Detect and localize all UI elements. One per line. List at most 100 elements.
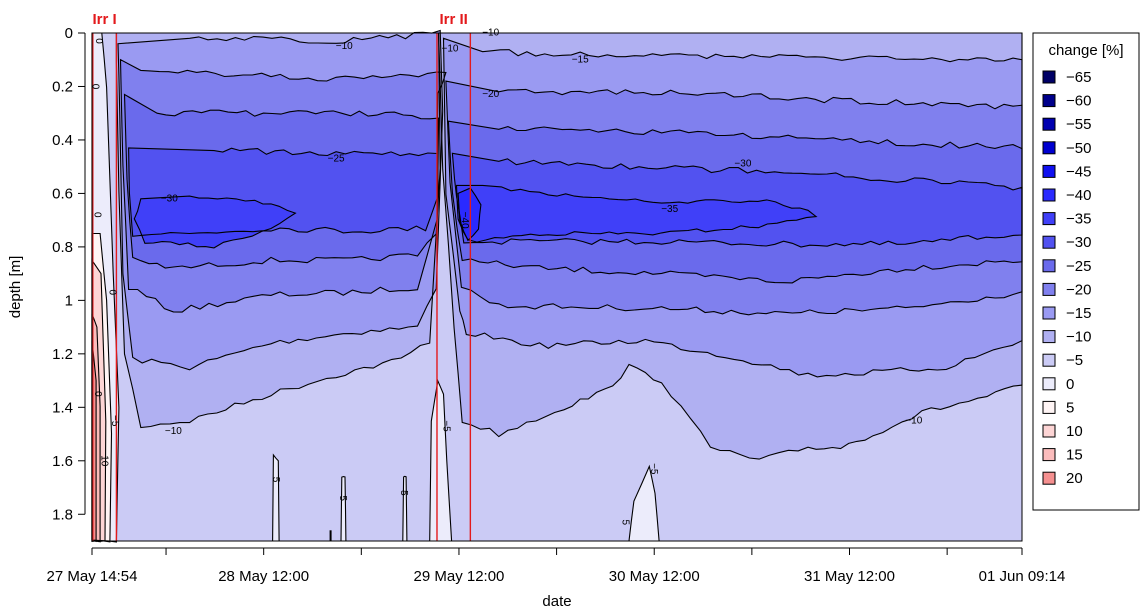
legend-swatch-14 (1042, 400, 1056, 414)
contour-label-8: −30 (734, 159, 751, 170)
legend-swatch-9 (1042, 282, 1056, 296)
spike-30may-line (628, 464, 660, 542)
legend-swatch-5 (1042, 188, 1056, 202)
spike-a-line (272, 453, 280, 542)
spike-30may (629, 466, 660, 541)
x-axis: 27 May 14:54 28 May 12:00 29 May 12:00 30 M… (47, 547, 1066, 585)
y-tick-label-9: 1.8 (52, 506, 73, 523)
contour-label-21: 0 (90, 84, 101, 90)
y-tick-label-2: 0.4 (52, 132, 73, 149)
legend-label-15: 10 (1066, 423, 1083, 440)
legend-label-2: −55 (1066, 116, 1091, 133)
legend-swatch-7 (1042, 235, 1056, 249)
band-minus35 (134, 196, 296, 248)
contour-label-15: 5 (270, 477, 281, 483)
plot-frame (91, 32, 1023, 542)
y-tick-label-6: 1.2 (52, 346, 73, 363)
band-minus40-line (457, 187, 482, 242)
band-minus35-b-line (455, 184, 818, 243)
contour-label-17: 5 (398, 490, 409, 496)
irrigation-markers: Irr I Irr II (92, 11, 472, 541)
band-minus10-line (115, 32, 441, 429)
contour-label-20: 0 (93, 38, 104, 44)
spike-b (341, 476, 346, 541)
band-minus15-b-line (442, 37, 1023, 378)
spike-irr2 (429, 380, 452, 541)
legend-title: change [%] (1048, 42, 1123, 59)
band-minus25-line (123, 93, 440, 269)
irrigation-label-2: Irr II (439, 11, 467, 28)
contour-label-19: 10 (99, 455, 110, 467)
y-axis-title: depth [m] (7, 256, 24, 319)
irrigation-label-1: Irr I (93, 11, 117, 28)
legend-swatch-8 (1042, 259, 1056, 273)
y-tick-label-1: 0.2 (52, 78, 73, 95)
legend-swatch-12 (1042, 353, 1056, 367)
legend-swatch-15 (1042, 424, 1056, 438)
y-tick-label-7: 1.4 (52, 399, 73, 416)
band-minus35-b (456, 185, 817, 243)
contour-label-3: −10 (336, 41, 353, 52)
contour-label-11: −10 (905, 415, 922, 426)
contour-label-6: −15 (572, 54, 589, 65)
legend-swatch-2 (1042, 117, 1056, 131)
contour-label-0: −10 (165, 426, 182, 437)
legend-label-11: −10 (1066, 329, 1091, 346)
band-minus20-b-line (445, 80, 1023, 316)
contour-label-9: −35 (661, 204, 678, 215)
x-tick-label-3: 30 May 12:00 (609, 568, 700, 585)
contour-label-10: −40 (459, 212, 470, 229)
spike-c-line (402, 475, 408, 542)
legend-swatch-4 (1042, 164, 1056, 178)
legend-swatch-17 (1042, 471, 1056, 485)
legend-swatch-6 (1042, 212, 1056, 226)
legend-label-7: −30 (1066, 234, 1091, 251)
legend-swatch-3 (1042, 141, 1056, 155)
contour-label-24: 0 (92, 391, 103, 397)
band-minus30-line (128, 147, 440, 237)
legend-label-4: −45 (1066, 163, 1091, 180)
contour-label-23: 0 (107, 290, 118, 296)
legend-swatch-1 (1042, 94, 1056, 108)
legend-label-14: 5 (1066, 399, 1074, 416)
band-minus15-line (117, 29, 444, 371)
legend-label-10: −15 (1066, 305, 1091, 322)
legend-swatch-16 (1042, 448, 1056, 462)
band-minus10-b-line (438, 32, 1023, 460)
contour-label-18: 5 (619, 520, 630, 526)
contour-label-1: −25 (328, 153, 345, 164)
legend-label-0: −65 (1066, 69, 1091, 86)
y-tick-label-3: 0.6 (52, 185, 73, 202)
legend-label-3: −50 (1066, 140, 1091, 157)
legend: change [%] −65−60−55−50−45−40−35−30−25−2… (1032, 32, 1140, 511)
legend-label-16: 15 (1066, 447, 1083, 464)
band-minus35-line (133, 195, 297, 249)
contour-label-16: 5 (337, 495, 348, 501)
contour-label-14: −5 (648, 463, 659, 475)
band-minus30-b-line (451, 152, 1023, 248)
legend-label-12: −5 (1066, 352, 1083, 369)
y-tick-label-8: 1.6 (52, 453, 73, 470)
contour-label-2: −30 (161, 193, 178, 204)
spike-b-line (340, 476, 347, 542)
contour-label-4: −10 (442, 44, 459, 55)
x-axis-title: date (542, 593, 571, 610)
y-tick-label-0: 0 (65, 25, 73, 42)
legend-swatch-13 (1042, 377, 1056, 391)
y-axis: 0 0.2 0.4 0.6 0.8 1 1.2 1.4 1.6 1.8 (52, 25, 86, 523)
legend-label-1: −60 (1066, 93, 1091, 110)
legend-label-5: −40 (1066, 187, 1091, 204)
contour-label-13: −5 (440, 420, 451, 432)
contour-label-7: −20 (482, 89, 499, 100)
x-tick-label-0: 27 May 14:54 (47, 568, 138, 585)
legend-label-8: −25 (1066, 258, 1091, 275)
legend-label-13: 0 (1066, 376, 1074, 393)
band-minus40 (458, 188, 481, 241)
y-tick-label-5: 1 (65, 292, 73, 309)
legend-label-9: −20 (1066, 281, 1091, 298)
spike-irr2-line (429, 378, 453, 542)
x-tick-label-5: 01 Jun 09:14 (979, 568, 1066, 585)
x-tick-label-2: 29 May 12:00 (414, 568, 505, 585)
spike-d (329, 530, 332, 541)
